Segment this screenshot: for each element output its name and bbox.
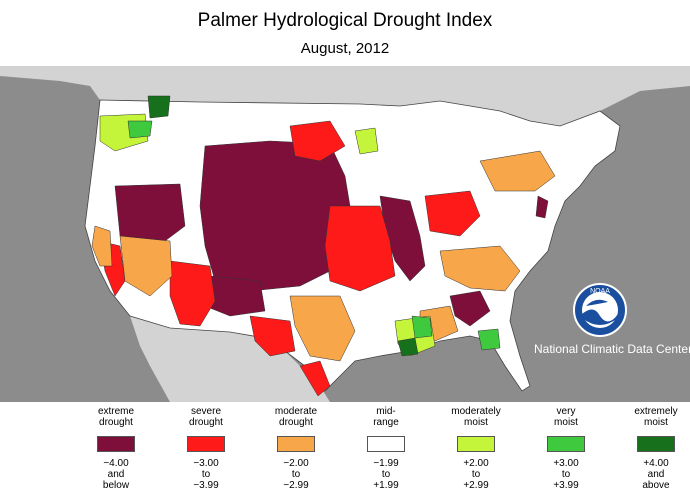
legend-range: −4.00 and below — [102, 458, 130, 491]
legend-range: −3.00 to −3.99 — [193, 458, 219, 491]
legend-range: +4.00 and above — [642, 458, 670, 491]
legend-item: extreme drought −4.00 and below — [73, 404, 159, 491]
noaa-logo-text: NOAA — [590, 288, 610, 295]
region-moderate-northeast — [479, 150, 556, 192]
region-severe-ohio — [424, 190, 481, 237]
region-severe-north — [289, 120, 346, 162]
legend-item: very moist +3.00 to +3.99 — [523, 404, 609, 491]
map-title: Palmer Hydrological Drought Index — [197, 10, 493, 31]
legend-item: moderately moist +2.00 to +2.99 — [433, 404, 519, 491]
legend-swatch — [547, 436, 585, 452]
region-extreme-delmarva — [535, 195, 549, 219]
legend-range: +2.00 to +2.99 — [463, 458, 489, 491]
legend-swatch — [277, 436, 315, 452]
region-severe-southwest — [169, 260, 216, 327]
legend-item: mid- range −1.99 to +1.99 — [343, 404, 429, 491]
legend-swatch — [457, 436, 495, 452]
region-extreme-plains — [199, 140, 351, 292]
legend-swatch — [187, 436, 225, 452]
region-moderate-westcoast — [91, 225, 113, 267]
credit-text: National Climatic Data Center — [534, 342, 690, 356]
legend-swatch — [637, 436, 675, 452]
region-moderate-southeast — [439, 245, 521, 292]
region-very-moist-mississippi — [411, 315, 433, 339]
noaa-emblem — [573, 283, 627, 337]
legend-item: moderate drought −2.00 to −2.99 — [253, 404, 339, 491]
legend-range: −1.99 to +1.99 — [373, 458, 399, 491]
legend-range: +3.00 to +3.99 — [553, 458, 579, 491]
legend-label: very moist — [554, 406, 578, 428]
region-very-moist-florida — [477, 328, 501, 351]
legend-label: extremely moist — [634, 406, 678, 428]
legend-item: extremely moist +4.00 and above — [613, 404, 690, 491]
region-moderately-moist-minnesota — [354, 127, 379, 155]
legend-swatch — [367, 436, 405, 452]
legend-swatch — [97, 436, 135, 452]
legend: extreme drought −4.00 and below severe dro… — [0, 404, 690, 491]
legend-label: mid- range — [373, 406, 399, 428]
region-moderate-arizona — [119, 235, 173, 297]
canada-landmass — [0, 66, 690, 126]
legend-label: moderate drought — [274, 406, 318, 428]
region-very-moist-idaho — [127, 120, 153, 139]
mexico-landmass — [130, 316, 330, 402]
drought-map: NOAA National Climatic Data Center — [0, 66, 690, 402]
legend-label: severe drought — [189, 406, 223, 428]
region-moderate-texas — [289, 295, 356, 362]
region-severe-central — [324, 205, 396, 292]
region-extreme-nevada — [114, 183, 186, 242]
legend-range: −2.00 to −2.99 — [283, 458, 309, 491]
legend-label: extreme drought — [97, 406, 135, 428]
region-extreme-washington — [147, 95, 171, 119]
legend-label: moderately moist — [451, 406, 501, 428]
region-extremely-moist-louisiana — [397, 337, 419, 357]
region-extreme-georgia — [449, 290, 491, 327]
map-subtitle: August, 2012 — [300, 40, 390, 57]
region-severe-texas — [249, 315, 296, 357]
legend-item: severe drought −3.00 to −3.99 — [163, 404, 249, 491]
region-severe-southtx — [299, 360, 331, 397]
